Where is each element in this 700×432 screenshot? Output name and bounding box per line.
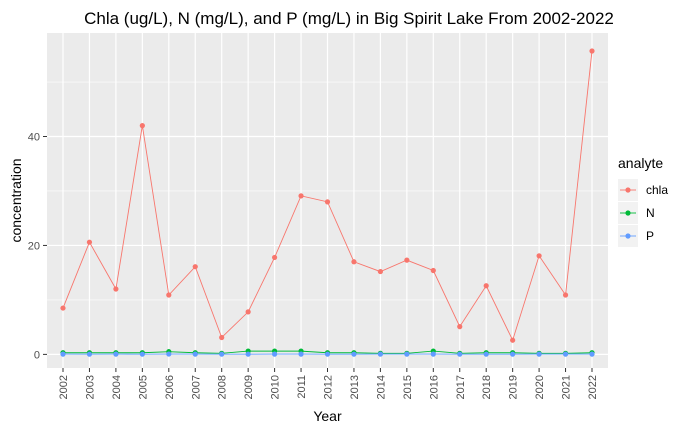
y-tick-label: 40 — [28, 131, 40, 143]
y-axis-title: concentration — [8, 158, 24, 242]
x-tick-label: 2005 — [137, 375, 149, 399]
series-chla — [60, 48, 595, 343]
data-point-chla — [219, 334, 225, 341]
data-point-P — [272, 351, 278, 357]
grid-lines — [47, 33, 608, 368]
data-point-P — [457, 351, 463, 357]
data-point-chla — [510, 337, 516, 343]
x-tick-label: 2018 — [481, 375, 493, 399]
data-point-chla — [483, 283, 489, 289]
x-tick-label: 2016 — [428, 375, 440, 399]
x-tick-label: 2020 — [534, 375, 546, 399]
data-point-P — [483, 351, 489, 357]
data-point-chla — [86, 239, 93, 245]
x-tick-label: 2004 — [111, 375, 123, 399]
data-point-P — [351, 351, 357, 357]
legend-title: analyte — [618, 155, 663, 171]
data-point-P — [245, 351, 251, 357]
y-tick-label: 20 — [28, 240, 40, 252]
x-tick-label: 2017 — [455, 375, 467, 399]
data-point-chla — [351, 259, 357, 265]
chart-title: Chla (ug/L), N (mg/L), and P (mg/L) in B… — [84, 9, 614, 28]
x-tick-label: 2022 — [587, 375, 599, 399]
legend-key-point — [625, 210, 631, 216]
legend-label-P: P — [646, 229, 654, 243]
legend-key-point — [625, 233, 631, 239]
data-point-chla — [324, 199, 331, 205]
x-tick-label: 2019 — [508, 375, 520, 399]
data-point-P — [377, 351, 383, 357]
data-point-P — [562, 351, 569, 357]
data-point-P — [166, 351, 172, 357]
legend-label-N: N — [646, 206, 655, 220]
data-point-P — [219, 351, 225, 357]
legend: analyte chla NP — [618, 155, 668, 247]
data-point-chla — [377, 268, 383, 275]
data-point-P — [430, 351, 436, 357]
y-tick-label: 0 — [34, 349, 40, 361]
legend-label-chla: chla — [646, 183, 668, 197]
data-point-P — [192, 351, 198, 357]
data-point-chla — [272, 254, 278, 261]
x-axis-title: Year — [313, 408, 342, 424]
x-tick-label: 2007 — [190, 375, 202, 399]
x-tick-label: 2008 — [217, 375, 229, 399]
series-layer — [60, 48, 595, 357]
data-point-chla — [113, 286, 119, 292]
data-point-P — [324, 351, 331, 357]
x-axis: 2002 2003 2004 2005 2006 2007 2008 2009 2010 2011… — [58, 368, 599, 399]
x-tick-label: 2014 — [375, 375, 387, 399]
data-point-P — [86, 351, 93, 357]
x-tick-label: 2002 — [58, 375, 70, 399]
data-point-P — [404, 351, 410, 357]
x-tick-label: 2015 — [402, 375, 414, 399]
legend-key-point — [625, 187, 631, 193]
data-point-P — [113, 351, 119, 357]
x-tick-label: 2010 — [270, 375, 282, 399]
data-point-P — [536, 351, 542, 357]
data-point-P — [298, 351, 304, 357]
data-point-chla — [245, 309, 251, 315]
x-tick-label: 2013 — [349, 375, 361, 399]
data-point-chla — [192, 264, 198, 270]
data-point-chla — [589, 48, 595, 54]
data-point-P — [589, 351, 595, 357]
data-point-chla — [562, 292, 569, 298]
y-axis: 0 20 40 — [28, 131, 47, 361]
data-point-chla — [536, 253, 542, 259]
data-point-chla — [404, 257, 410, 263]
data-point-chla — [139, 123, 145, 129]
x-tick-label: 2021 — [561, 375, 573, 399]
data-point-P — [60, 351, 66, 357]
x-tick-label: 2012 — [323, 375, 335, 399]
series-P — [60, 351, 595, 357]
data-point-chla — [60, 305, 66, 311]
x-tick-label: 2006 — [164, 375, 176, 399]
x-tick-label: 2009 — [243, 375, 255, 399]
data-point-P — [139, 351, 145, 357]
x-tick-label: 2011 — [296, 375, 308, 399]
data-point-P — [510, 351, 516, 357]
data-point-chla — [298, 193, 304, 199]
data-point-chla — [457, 324, 463, 330]
data-point-chla — [430, 267, 436, 274]
x-tick-label: 2003 — [84, 375, 96, 399]
data-point-chla — [166, 292, 172, 298]
